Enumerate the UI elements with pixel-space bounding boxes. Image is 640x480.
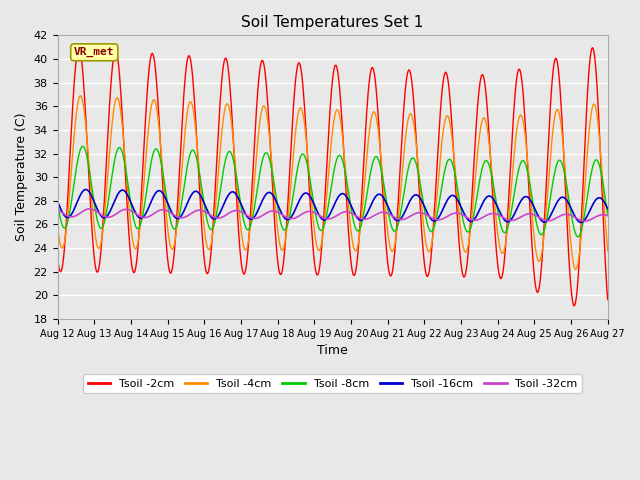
Text: VR_met: VR_met [74,47,115,58]
Title: Soil Temperatures Set 1: Soil Temperatures Set 1 [241,15,424,30]
X-axis label: Time: Time [317,344,348,357]
Legend: Tsoil -2cm, Tsoil -4cm, Tsoil -8cm, Tsoil -16cm, Tsoil -32cm: Tsoil -2cm, Tsoil -4cm, Tsoil -8cm, Tsoi… [83,374,582,393]
Y-axis label: Soil Temperature (C): Soil Temperature (C) [15,113,28,241]
